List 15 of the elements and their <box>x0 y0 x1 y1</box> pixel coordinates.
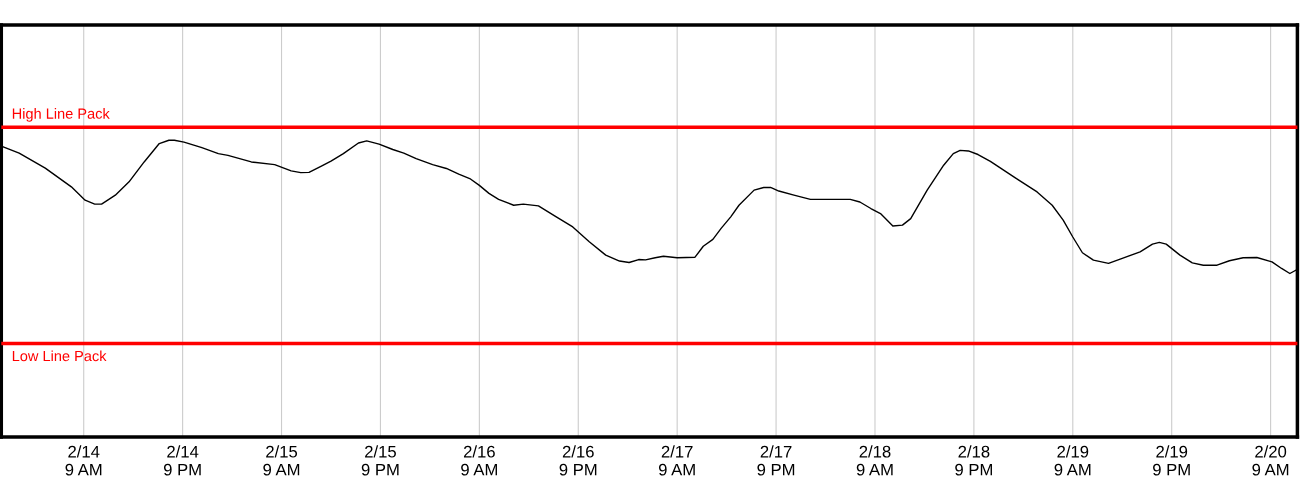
x-tick-label: 2/15 9 PM <box>361 445 399 476</box>
x-tick-label: 2/16 9 AM <box>461 445 497 476</box>
x-tick-label: 2/18 9 PM <box>955 445 992 476</box>
x-tick-label: 2/20 9 AM <box>1252 445 1289 476</box>
x-tick-label: 2/14 9 PM <box>163 445 201 476</box>
x-tick-label: 2/15 9 AM <box>263 445 300 476</box>
x-tick-label: 2/19 9 AM <box>1054 445 1091 476</box>
ref-line-label: Low Line Pack <box>12 350 107 362</box>
x-tick-label: 2/17 9 AM <box>658 445 695 476</box>
x-tick-label: 2/16 9 PM <box>559 445 597 476</box>
x-tick-label: 2/17 9 PM <box>757 445 795 476</box>
x-tick-label: 2/14 9 AM <box>65 445 102 476</box>
x-tick-label: 2/19 9 PM <box>1153 445 1190 476</box>
x-tick-label: 2/18 9 AM <box>856 445 893 476</box>
ref-line-label: High Line Pack <box>12 108 110 122</box>
